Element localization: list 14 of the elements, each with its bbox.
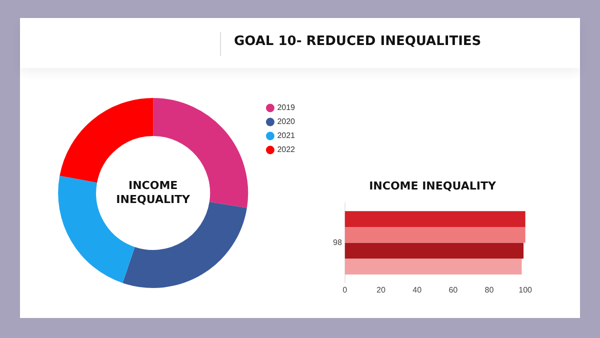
- x-tick-label: 80: [484, 285, 494, 294]
- chart-title: INCOME INEQUALITY: [369, 179, 497, 192]
- x-tick-label: 0: [342, 285, 348, 294]
- text: INCOME INEQUALITY: [116, 178, 192, 206]
- x-tick-label: 40: [412, 285, 422, 294]
- legend-label: 2022: [277, 145, 296, 154]
- x-tick-label: 20: [376, 285, 386, 294]
- x-tick-label: 100: [518, 285, 533, 294]
- y-tick-label: 98: [332, 238, 342, 248]
- legend-label: 2021: [277, 131, 296, 140]
- legend-label: 2019: [277, 103, 296, 112]
- x-tick-label: 60: [448, 285, 458, 294]
- text: GOAL 10- REDUCED INEQUALITIES: [234, 34, 482, 49]
- legend-label: 2020: [277, 117, 296, 126]
